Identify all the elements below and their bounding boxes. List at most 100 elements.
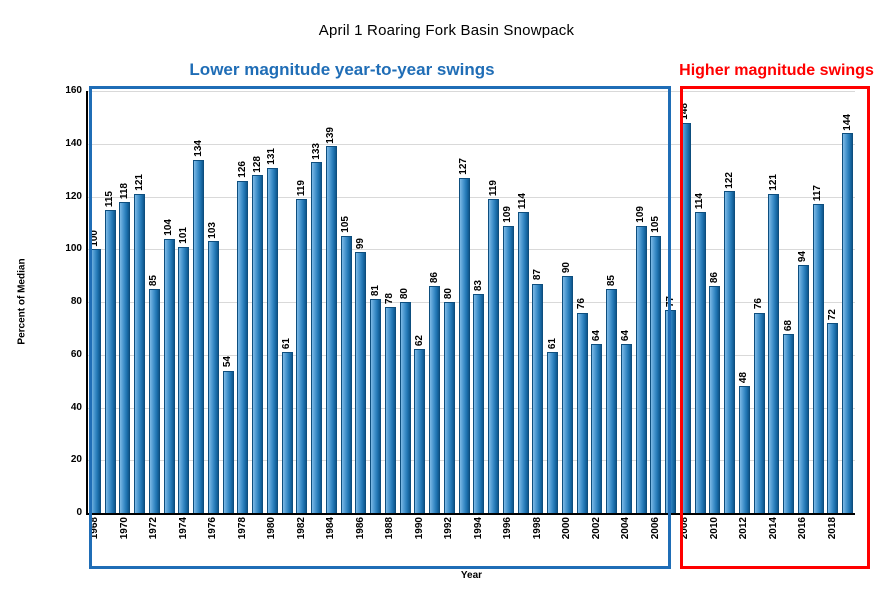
y-tick-label: 140 (65, 137, 82, 149)
bar-value-label: 80 (399, 287, 411, 299)
bar-value-label: 115 (104, 190, 116, 207)
bar-1987 (370, 299, 382, 513)
bar-value-label: 144 (841, 113, 853, 131)
bar-1973 (163, 238, 175, 513)
bar-value-label: 54 (222, 356, 234, 368)
bar-value-label: 126 (236, 161, 248, 178)
bar-1995 (488, 199, 500, 513)
bar-1997 (517, 212, 529, 513)
bar-value-label: 94 (797, 250, 809, 263)
gridline (88, 196, 855, 198)
bar-value-label: 80 (443, 287, 455, 299)
bar-1984 (325, 146, 337, 513)
bar-value-label: 83 (472, 279, 484, 292)
bar-value-label: 103 (207, 221, 219, 239)
y-tick-label: 100 (65, 243, 82, 255)
bar-2010 (709, 286, 721, 513)
bar-2006 (650, 236, 662, 513)
bar-value-label: 99 (354, 237, 366, 249)
x-tick-1970: 1970 (118, 517, 130, 540)
bar-1968 (89, 249, 101, 513)
bar-value-label: 48 (738, 372, 750, 384)
bar-value-label: 87 (531, 269, 543, 281)
x-tick-1996: 1996 (502, 517, 514, 540)
annotation-lower-swings: Lower magnitude year-to-year swings (189, 60, 495, 79)
bar-1969 (104, 209, 116, 513)
bar-value-label: 86 (708, 272, 720, 284)
x-axis-line (86, 513, 855, 515)
y-tick-label: 80 (70, 296, 82, 307)
y-axis-title: Percent of Median (16, 258, 28, 345)
bar-1978 (237, 180, 249, 513)
bar-1992 (443, 302, 455, 513)
x-tick-2000: 2000 (561, 517, 573, 540)
y-tick-label: 0 (76, 507, 82, 518)
bar-1996 (502, 225, 514, 513)
bar-value-label: 109 (502, 205, 514, 223)
x-tick-1982: 1982 (295, 517, 307, 540)
x-axis-ticks: 1968 1970 1972 1974 1976 1978 1980 1982 1984 1986… (88, 517, 855, 551)
x-tick-1984: 1984 (325, 517, 337, 540)
x-tick-1968: 1968 (89, 517, 101, 540)
bar-2017 (812, 204, 824, 513)
bar-value-label: 105 (340, 216, 352, 234)
bar-1993 (458, 178, 470, 513)
bar-value-label: 86 (428, 272, 440, 284)
bar-value-label: 148 (679, 102, 691, 120)
bar-1974 (178, 246, 190, 513)
x-tick-1974: 1974 (177, 517, 189, 540)
bar-2019 (842, 133, 854, 513)
bar-1981 (281, 352, 293, 513)
bar-value-label: 131 (266, 147, 278, 165)
y-tick-label: 20 (70, 454, 82, 466)
bar-value-label: 77 (664, 295, 676, 307)
bar-1985 (340, 236, 352, 513)
x-axis-title: Year (460, 570, 483, 581)
bar-value-label: 64 (620, 330, 632, 342)
bar-value-label: 114 (694, 193, 706, 210)
bar-value-label: 85 (148, 274, 160, 286)
bar-2018 (827, 323, 839, 513)
bar-value-label: 121 (133, 174, 145, 191)
bar-value-label: 68 (782, 319, 794, 331)
chart-title: April 1 Roaring Fork Basin Snowpack (318, 22, 575, 39)
bar-1986 (355, 251, 367, 513)
bar-2009 (694, 212, 706, 513)
bar-1977 (222, 370, 234, 513)
bar-1979 (252, 175, 264, 513)
x-tick-2014: 2014 (767, 517, 779, 540)
bar-1976 (207, 241, 219, 513)
y-tick-label: 60 (70, 348, 82, 360)
bar-1998 (532, 283, 544, 513)
bar-2004 (620, 344, 632, 513)
gridline (88, 249, 855, 251)
bar-2016 (797, 265, 809, 513)
bar-1971 (134, 193, 146, 513)
bar-value-label: 139 (325, 126, 337, 144)
bar-value-label: 118 (118, 182, 130, 199)
bar-2001 (576, 312, 588, 513)
x-tick-2008: 2008 (679, 517, 691, 540)
bar-value-label: 85 (605, 274, 617, 286)
bar-value-label: 104 (163, 219, 175, 236)
y-axis-ticks: 0 20 40 60 80 100 120 140 160 (40, 85, 82, 518)
x-tick-1992: 1992 (443, 517, 455, 540)
bar-value-label: 78 (384, 293, 396, 305)
bar-1988 (384, 307, 396, 513)
bar-2013 (753, 312, 765, 513)
x-tick-1976: 1976 (207, 517, 219, 540)
x-tick-1978: 1978 (236, 517, 248, 540)
x-tick-1998: 1998 (531, 517, 543, 540)
x-tick-2018: 2018 (826, 517, 838, 540)
bar-value-label: 119 (295, 180, 307, 197)
gridline (88, 91, 855, 92)
bar-1991 (429, 286, 441, 513)
bar-value-label: 90 (561, 261, 573, 273)
bar-2000 (561, 275, 573, 513)
bar-value-label: 121 (767, 174, 779, 191)
bar-value-label: 134 (192, 139, 204, 157)
bar-2012 (738, 386, 750, 513)
bar-value-label: 61 (546, 338, 558, 350)
bar-value-label: 61 (281, 338, 293, 350)
bar-value-label: 100 (89, 229, 101, 247)
